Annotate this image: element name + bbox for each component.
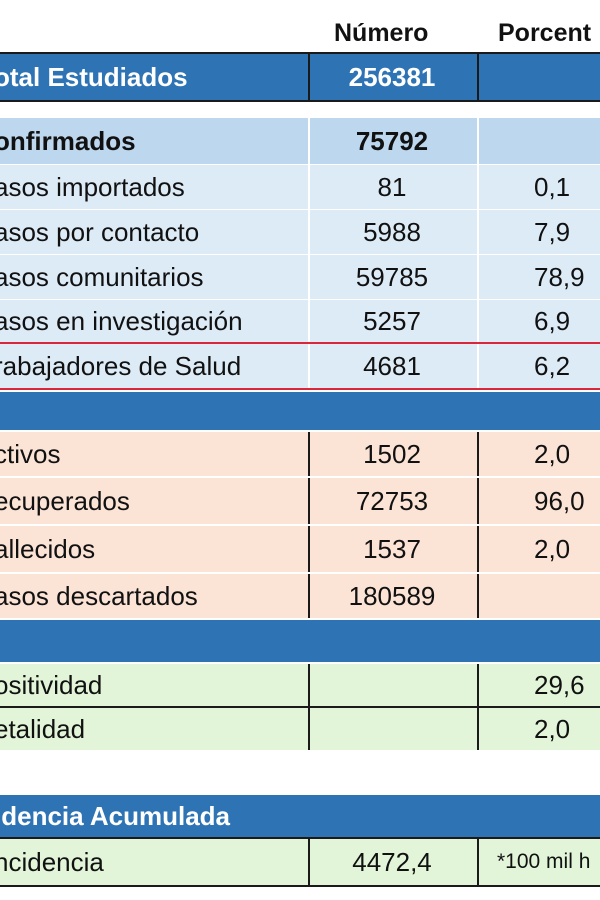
row-number: 59785 <box>308 255 474 299</box>
row-percent: 6,2 <box>477 344 600 388</box>
row-label: ecuperados <box>0 485 130 516</box>
row-label: asos en investigación <box>0 305 243 336</box>
row-number <box>308 664 474 706</box>
table-row: ctivos 1502 2,0 <box>0 432 600 476</box>
confirmed-number: 75792 <box>308 118 474 164</box>
row-number: 81 <box>308 165 474 209</box>
row-number: 4681 <box>308 344 474 388</box>
row-number: 5257 <box>308 300 474 342</box>
table-row: ecuperados 72753 96,0 <box>0 478 600 524</box>
incidence-note: *100 mil h <box>477 839 600 885</box>
row-label: etalidad <box>0 713 86 744</box>
row-label: ncidencia <box>0 846 104 877</box>
highlight-line-bottom <box>0 388 600 390</box>
row-number: 5988 <box>308 210 474 254</box>
row-percent: 7,9 <box>477 210 600 254</box>
section-divider-band <box>0 620 600 662</box>
row-percent: 0,1 <box>477 165 600 209</box>
row-label: asos por contacto <box>0 216 200 247</box>
row-label: ositividad <box>0 669 103 700</box>
row-percent: 96,0 <box>477 478 600 524</box>
table-row: asos en investigación 5257 6,9 <box>0 300 600 342</box>
total-number: 256381 <box>308 54 474 100</box>
highlight-line-top <box>0 342 600 344</box>
row-label: ctivos <box>0 438 61 469</box>
row-percent: 29,6 <box>477 664 600 706</box>
row-percent: 2,0 <box>477 432 600 476</box>
row-number: 180589 <box>308 574 474 618</box>
column-header-percent: Porcent <box>498 19 592 47</box>
total-label: otal Estudiados <box>0 61 188 92</box>
row-percent: 2,0 <box>477 708 600 750</box>
table-row: allecidos 1537 2,0 <box>0 526 600 572</box>
row-number: 1502 <box>308 432 474 476</box>
table-row: ositividad 29,6 <box>0 664 600 706</box>
total-row: otal Estudiados 256381 <box>0 52 600 102</box>
row-number: 72753 <box>308 478 474 524</box>
row-number: 1537 <box>308 526 474 572</box>
total-percent <box>477 54 600 100</box>
row-percent: 2,0 <box>477 526 600 572</box>
table-row: asos importados 81 0,1 <box>0 165 600 209</box>
row-percent: 78,9 <box>477 255 600 299</box>
confirmed-percent <box>477 118 600 164</box>
table-row: asos descartados 180589 <box>0 574 600 618</box>
confirmed-header-row: onfirmados 75792 <box>0 118 600 164</box>
incidence-title: idencia Acumulada <box>0 800 230 831</box>
row-label: allecidos <box>0 533 96 564</box>
column-header-number: Número <box>334 19 429 47</box>
row-number: 4472,4 <box>308 839 474 885</box>
table-row-highlighted: rabajadores de Salud 4681 6,2 <box>0 344 600 388</box>
row-label: asos descartados <box>0 580 198 611</box>
row-percent <box>477 574 600 618</box>
row-label: asos comunitarios <box>0 261 204 292</box>
incidence-row: ncidencia 4472,4 *100 mil h <box>0 839 600 887</box>
incidence-header-row: idencia Acumulada <box>0 795 600 839</box>
section-divider-band <box>0 392 600 430</box>
row-label: asos importados <box>0 171 185 202</box>
row-label: rabajadores de Salud <box>0 350 242 381</box>
row-percent: 6,9 <box>477 300 600 342</box>
table-row: etalidad 2,0 <box>0 708 600 750</box>
row-number <box>308 708 474 750</box>
table-row: asos por contacto 5988 7,9 <box>0 210 600 254</box>
confirmed-label: onfirmados <box>0 125 136 156</box>
table-row: asos comunitarios 59785 78,9 <box>0 255 600 299</box>
